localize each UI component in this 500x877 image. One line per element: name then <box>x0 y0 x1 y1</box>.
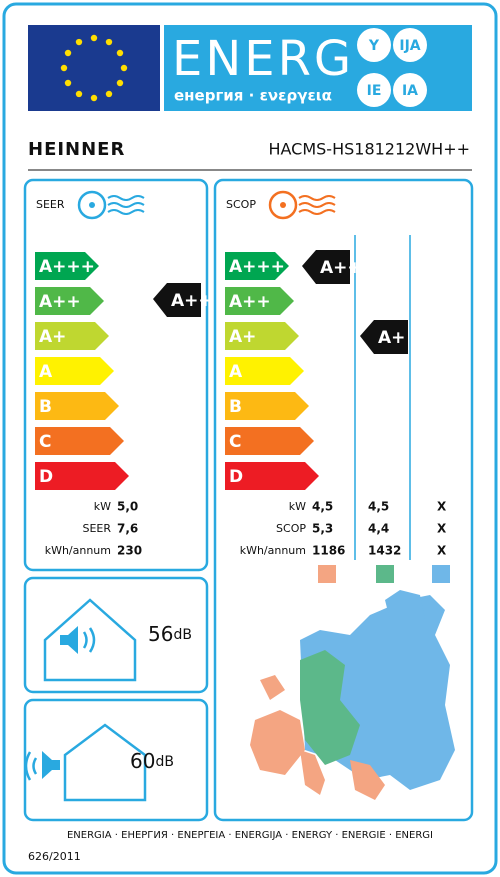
star <box>64 79 72 87</box>
language-code: IJA <box>399 38 420 54</box>
seer-label: SEER <box>36 198 65 211</box>
outdoor-noise-value: 60dB <box>130 749 174 773</box>
row-value: X <box>437 544 447 558</box>
star <box>90 34 98 42</box>
star <box>60 64 68 72</box>
class-label: C <box>39 432 51 452</box>
row-value: 7,6 <box>117 522 138 536</box>
row-value: X <box>437 522 447 536</box>
class-label: A <box>229 362 243 382</box>
class-arrow <box>225 252 289 280</box>
class-label: A+ <box>39 327 66 347</box>
class-label: A <box>39 362 53 382</box>
row-value: 1186 <box>312 544 345 558</box>
rating-label: A++ <box>171 291 213 311</box>
class-arrow <box>225 427 314 455</box>
rating-label: A+ <box>378 328 405 348</box>
zone-warm <box>318 565 336 583</box>
eu-stars <box>60 34 128 102</box>
star <box>64 49 72 57</box>
language-badge <box>357 28 391 62</box>
language-badge <box>393 73 427 107</box>
class-arrow <box>35 427 124 455</box>
class-arrow <box>35 392 119 420</box>
class-label: A+ <box>229 327 256 347</box>
noise-value: 60 <box>130 749 155 773</box>
language-code: IA <box>402 83 418 99</box>
row-label: kW <box>289 500 306 513</box>
star <box>116 79 124 87</box>
row-label: SEER <box>82 522 111 535</box>
class-arrow <box>225 287 294 315</box>
class-arrow <box>225 392 309 420</box>
row-label: kWh/annum <box>240 544 306 557</box>
class-arrow <box>35 287 104 315</box>
class-arrow <box>35 462 129 490</box>
star <box>105 38 113 46</box>
rating-label: A+++ <box>320 258 376 278</box>
row-value: 5,3 <box>312 522 333 536</box>
class-label: B <box>39 397 52 417</box>
regulation: 626/2011 <box>28 850 81 863</box>
noise-unit: dB <box>173 627 192 643</box>
class-label: D <box>229 467 243 487</box>
star <box>75 38 83 46</box>
rating-arrow <box>360 320 408 354</box>
class-label: D <box>39 467 53 487</box>
rating-arrow <box>153 283 201 317</box>
brand: HEINNER <box>28 139 125 160</box>
zone-colder <box>432 565 450 583</box>
class-arrow <box>35 357 114 385</box>
star <box>90 94 98 102</box>
star <box>105 90 113 98</box>
indoor-noise-panel <box>23 576 209 694</box>
class-label: A++ <box>229 292 271 312</box>
class-arrow <box>35 322 109 350</box>
row-label: SCOP <box>276 522 306 535</box>
class-arrow <box>225 462 319 490</box>
class-arrow <box>35 252 99 280</box>
row-label: kW <box>94 500 111 513</box>
model: HACMS-HS181212WH++ <box>268 140 470 159</box>
cooling-fan-icon <box>77 190 145 220</box>
noise-value: 56 <box>148 622 173 646</box>
row-value: 4,5 <box>312 500 333 514</box>
heating-fan-icon <box>268 190 336 220</box>
language-badge <box>393 28 427 62</box>
row-value: 1432 <box>368 544 401 558</box>
outdoor-noise-panel <box>23 698 209 822</box>
rating-arrow <box>302 250 350 284</box>
zone-average <box>376 565 394 583</box>
energy-title: ENERG <box>172 31 354 87</box>
star <box>75 90 83 98</box>
row-label: kWh/annum <box>45 544 111 557</box>
language-code: Y <box>368 38 380 54</box>
class-label: C <box>229 432 241 452</box>
row-value: 4,4 <box>368 522 389 536</box>
language-badge <box>357 73 391 107</box>
outdoor-noise-icon <box>24 723 147 802</box>
noise-unit: dB <box>155 754 174 770</box>
row-value: X <box>437 500 447 514</box>
europe-map <box>250 590 455 800</box>
indoor-noise-icon <box>43 598 137 682</box>
scop-label: SCOP <box>226 198 256 211</box>
row-value: 5,0 <box>117 500 138 514</box>
energy-subtitle: енергия · ενεργεια <box>174 87 332 105</box>
class-label: A+++ <box>229 257 285 277</box>
class-arrow <box>225 322 299 350</box>
class-label: B <box>229 397 242 417</box>
class-arrow <box>225 357 304 385</box>
star <box>120 64 128 72</box>
indoor-noise-value: 56dB <box>148 622 192 646</box>
footer-languages: ENERGIA · ЕНЕРГИЯ · ΕΝΕΡΓΕΙΑ · ENERGIJA … <box>67 830 433 841</box>
language-code: IE <box>367 83 382 99</box>
class-label: A+++ <box>39 257 95 277</box>
star <box>116 49 124 57</box>
row-value: 4,5 <box>368 500 389 514</box>
row-value: 230 <box>117 544 142 558</box>
class-label: A++ <box>39 292 81 312</box>
